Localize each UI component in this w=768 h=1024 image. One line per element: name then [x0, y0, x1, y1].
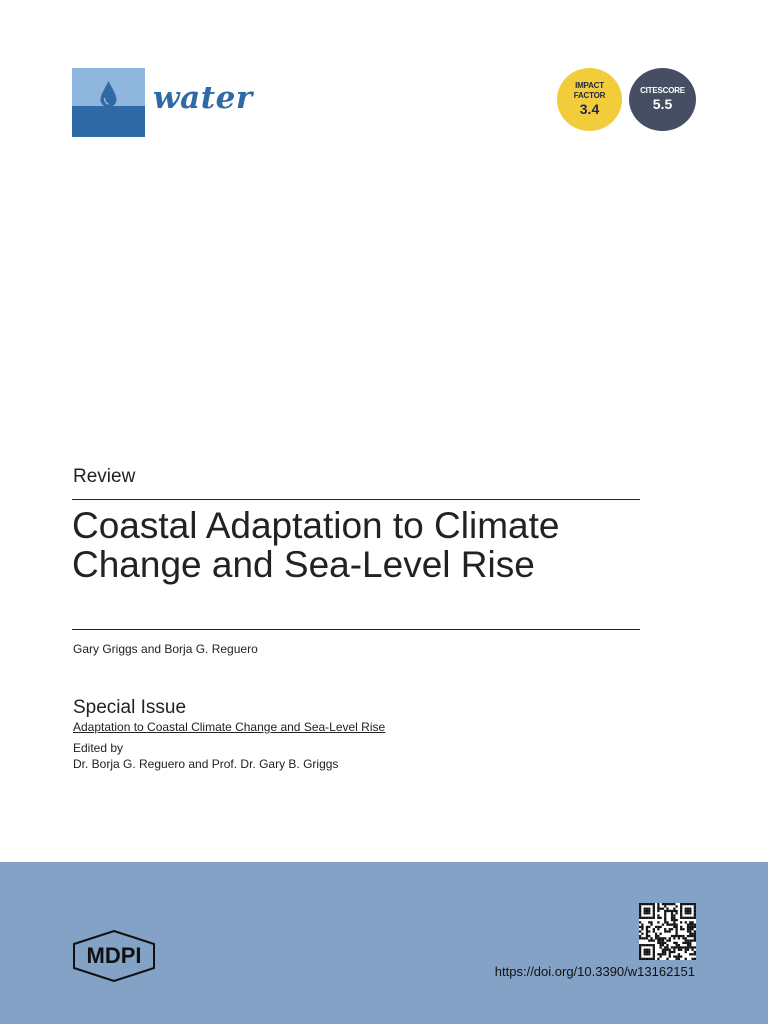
impact-factor-label-line2: FACTOR	[573, 91, 606, 100]
qr-code-icon[interactable]	[639, 903, 696, 960]
impact-factor-badge[interactable]: IMPACT FACTOR 3.4	[557, 68, 622, 131]
special-issue-link[interactable]: Adaptation to Coastal Climate Change and…	[73, 720, 386, 734]
impact-factor-label-line1: IMPACT	[575, 81, 604, 90]
citescore-value: 5.5	[652, 96, 673, 112]
article-title-line1: Coastal Adaptation to Climate	[72, 505, 560, 546]
citescore-label: CITESCORE	[640, 86, 685, 95]
article-title: Coastal Adaptation to Climate Change and…	[72, 506, 642, 584]
doi-link[interactable]: https://doi.org/10.3390/w13162151	[494, 964, 695, 979]
mdpi-logo-icon: MDPI	[73, 930, 155, 982]
editors: Dr. Borja G. Reguero and Prof. Dr. Gary …	[73, 757, 339, 771]
water-drop-icon	[100, 81, 117, 107]
impact-factor-value: 3.4	[579, 101, 600, 117]
special-issue-heading: Special Issue	[73, 697, 187, 718]
article-title-line2: Change and Sea-Level Rise	[72, 544, 535, 585]
divider	[72, 629, 640, 630]
divider	[72, 499, 640, 500]
edited-by-label: Edited by	[73, 741, 124, 755]
authors: Gary Griggs and Borja G. Reguero	[73, 642, 258, 656]
mdpi-logo-text: MDPI	[87, 943, 142, 968]
journal-name: water	[153, 80, 253, 116]
citescore-badge[interactable]: CITESCORE 5.5	[629, 68, 696, 131]
journal-logo-icon	[72, 68, 145, 137]
article-type: Review	[73, 466, 136, 487]
